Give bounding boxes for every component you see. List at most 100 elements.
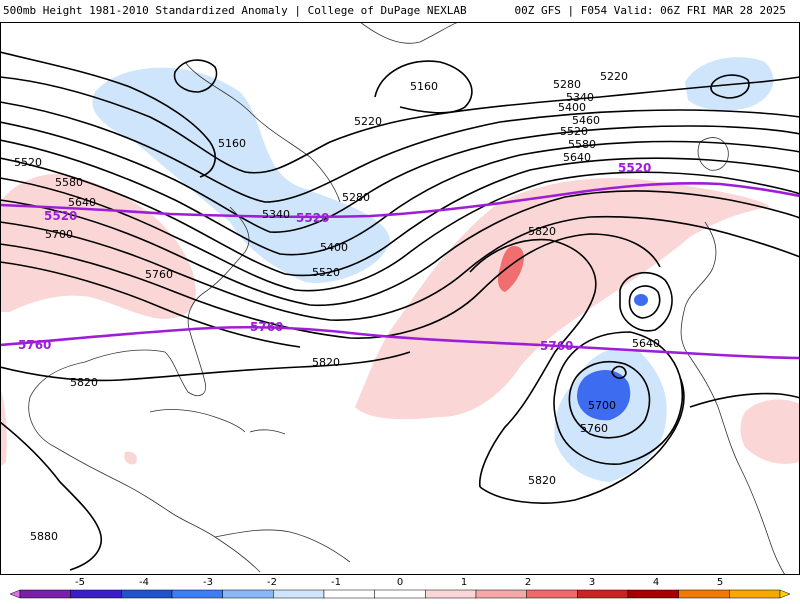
colorbar-tick-label: 2 [525,577,531,588]
anomaly-positive-central-atlantic [355,178,770,420]
highlight-contour-label: 5520 [44,209,77,223]
positive-anomaly-shading [0,173,800,467]
contour-5580 [0,190,800,307]
contour-label: 5520 [14,156,42,169]
anomaly-strong-negative-small [634,294,648,306]
colorbar-tick-label: 0 [397,577,403,588]
colorbar-segment [475,589,527,599]
colorbar-segment [678,589,730,599]
contour-5160-greenland [374,60,473,114]
highlight-contours [0,182,800,360]
contour-5460 [0,157,800,277]
contour-label: 5580 [55,176,83,189]
contour-label: 5520 [312,266,340,279]
colorbar-segment [323,589,375,599]
coastlines [28,22,786,575]
contour-5160-west [0,51,216,178]
anomaly-positive-us-southeast [0,173,196,319]
coastline-south-america [214,529,351,563]
contour-label: 5820 [528,225,556,238]
contour-5280 [0,101,800,203]
contour-5160-closed [173,59,218,93]
contour-label: 5400 [320,241,348,254]
coastline-greenland [359,22,461,44]
highlight-contour-5760 [0,325,800,360]
highlight-contour-label: 5520 [296,211,329,225]
colorbar-segment [222,589,274,599]
contour-5640-low-inner [628,285,661,319]
contour-5700-low [568,361,651,439]
contour-5220-closed-east [710,74,750,99]
colorbar-segment [729,589,781,599]
contour-label: 5160 [218,137,246,150]
map-title: 500mb Height 1981-2010 Standardized Anom… [3,4,467,17]
colorbar-tick-label: -4 [139,577,149,588]
contour-5340 [0,121,800,233]
coastline-gulf-coast [28,349,166,448]
highlight-contour-label: 5760 [250,320,283,334]
contour-label: 5460 [572,114,600,127]
height-anomaly-map: 5520 5580 5640 5700 5760 5820 5880 5160 … [0,22,800,575]
contour-label: 5400 [558,101,586,114]
highlight-contour-5520 [0,182,800,219]
colorbar-segment [121,589,173,599]
contour-5700-low-core [611,365,627,379]
coastline-cuba [149,409,246,433]
contour-label: 5760 [145,268,173,281]
colorbar-segment [526,589,578,599]
contour-label: 5340 [566,91,594,104]
colorbar-segment [425,589,477,599]
coastline-iberia-africa [680,221,786,575]
colorbar-tick-label: -3 [203,577,213,588]
coastline-north-america-east [164,206,250,396]
contour-label: 5640 [68,196,96,209]
highlight-contour-label: 5760 [540,339,573,353]
highlight-label-group: 5520 5520 5520 5760 5760 5760 [18,161,651,353]
contour-5640-low [619,272,673,332]
anomaly-positive-africa [740,399,800,464]
colorbar-end-right [779,589,791,599]
colorbar-tick-label: 3 [589,577,595,588]
contour-label: 5160 [410,80,438,93]
coastline-central-america [54,446,261,573]
height-contours [0,51,800,571]
colorbar-tick-label: 1 [461,577,467,588]
colorbar-segment [19,589,71,599]
colorbar-segment [171,589,223,599]
map-header: 500mb Height 1981-2010 Standardized Anom… [0,0,800,22]
contour-label: 5820 [70,376,98,389]
contour-label: 5520 [560,125,588,138]
contour-label: 5880 [30,530,58,543]
contour-5880-east [689,392,800,408]
contour-5820-west [0,351,411,382]
contour-5640-west [0,215,800,321]
colorbar-end-left [9,589,21,599]
anomaly-positive-west-atlantic-edge [0,387,7,467]
contour-label: 5280 [342,191,370,204]
colorbar-segment [70,589,122,599]
contour-label: 5640 [632,337,660,350]
contour-label: 5820 [528,474,556,487]
contour-label: 5700 [588,399,616,412]
colorbar-tick-label: -1 [331,577,341,588]
negative-anomaly-shading [92,57,774,482]
contour-label: 5220 [600,70,628,83]
highlight-contour-label: 5520 [618,161,651,175]
contour-label-group: 5520 5580 5640 5700 5760 5820 5880 5160 … [14,70,660,543]
contour-5820-south [479,376,685,504]
colorbar-segment [627,589,679,599]
model-run-info: 00Z GFS | F054 Valid: 06Z FRI MAR 28 202… [514,4,786,17]
anomaly-negative-northeast [92,67,391,283]
contour-5220 [0,76,800,174]
colorbar-ticks: -5 -4 -3 -2 -1 0 1 2 3 4 5 [75,577,723,588]
highlight-contour-label: 5760 [18,338,51,352]
contour-label: 5280 [553,78,581,91]
colorbar-tick-label: 5 [717,577,723,588]
coastline-hispaniola [249,429,286,435]
colorbar-segment [374,589,426,599]
contour-5880 [0,421,102,571]
colorbar-segment [273,589,325,599]
colorbar-bar [9,589,791,599]
contour-5520 [0,171,800,292]
contour-label: 5340 [262,208,290,221]
